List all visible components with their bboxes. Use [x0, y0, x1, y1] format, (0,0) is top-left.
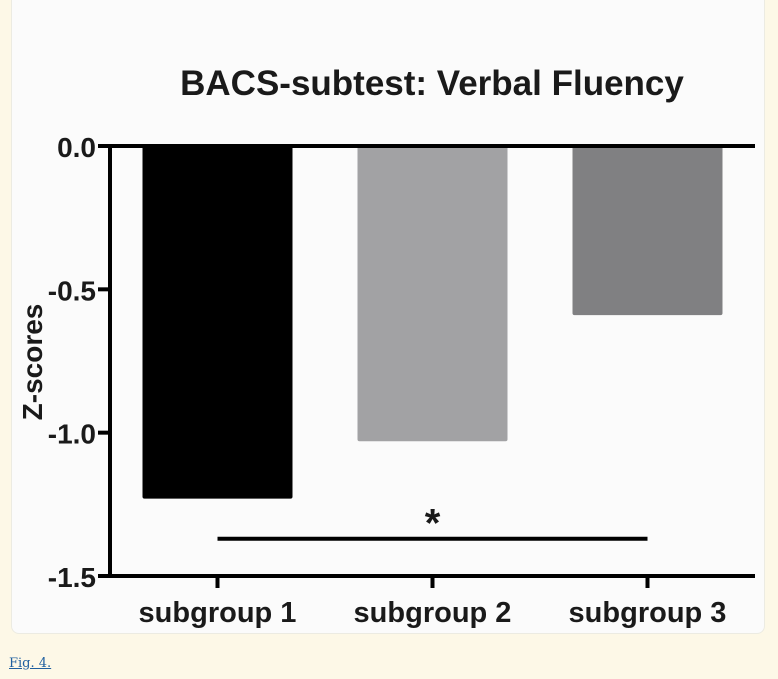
x-tick-label: subgroup 3 [569, 597, 727, 629]
annotations-group: * [217, 502, 648, 546]
axes-group: 0.0 -0.5 -1.0 -1.5 subgroup 1 subgroup 2 subgr… [48, 132, 755, 629]
bars-group [142, 146, 723, 499]
y-tick-label: -1.0 [48, 419, 96, 450]
bar-chart: BACS-subtest: Verbal Fluency 0.0 -0.5 -1.0… [17, 64, 755, 629]
figure-caption-link[interactable]: Fig. 4. [9, 656, 52, 671]
x-tick-label: subgroup 2 [354, 597, 512, 629]
y-tick-label: -1.5 [48, 562, 96, 593]
x-tick-label: subgroup 1 [139, 597, 297, 629]
bar-3 [572, 146, 723, 316]
y-tick-label: -0.5 [48, 275, 96, 306]
bar-1 [142, 146, 293, 499]
significance-star: * [425, 502, 441, 546]
chart-title: BACS-subtest: Verbal Fluency [180, 64, 684, 103]
bar-2 [357, 146, 508, 442]
y-axis-label: Z-scores [17, 304, 48, 421]
y-tick-label: 0.0 [57, 132, 96, 163]
